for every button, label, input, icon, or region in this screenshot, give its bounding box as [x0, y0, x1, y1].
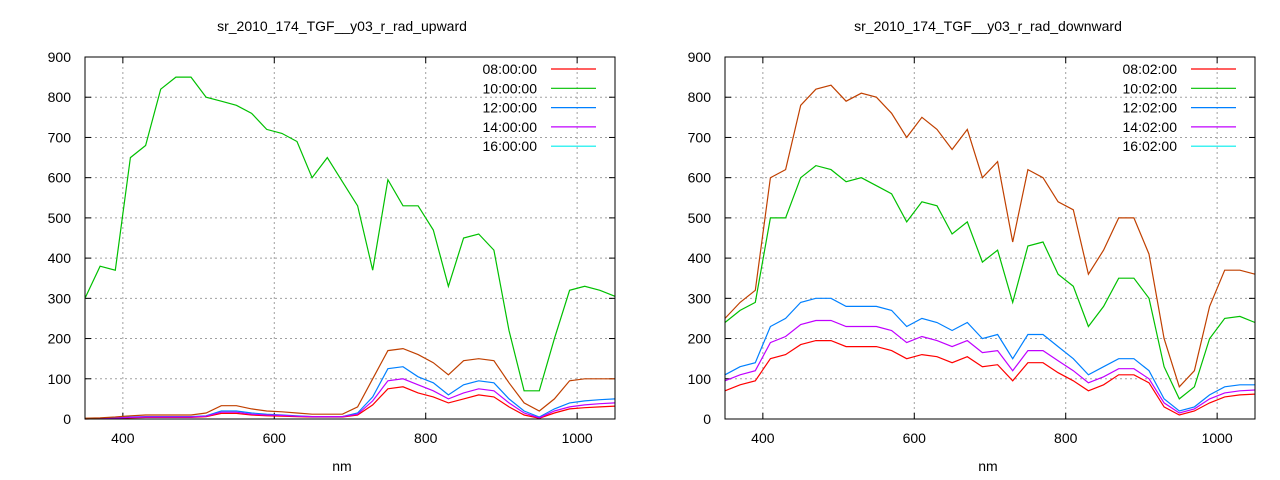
chart-title: sr_2010_174_TGF__y03_r_rad_downward [854, 18, 1122, 34]
y-tick-label: 300 [688, 290, 712, 306]
series-line-08:02:00 [724, 340, 1256, 416]
y-tick-label: 500 [688, 210, 712, 226]
y-tick-label: 100 [48, 371, 72, 387]
series-line-08:00:00 [84, 386, 616, 420]
legend-label: 16:02:00 [1123, 138, 1178, 154]
y-tick-label: 500 [48, 210, 72, 226]
x-tick-label: 400 [111, 430, 135, 446]
y-tick-label: 100 [688, 371, 712, 387]
series-line-10:00:00 [84, 76, 616, 392]
x-tick-label: 800 [1054, 430, 1078, 446]
y-tick-label: 900 [48, 49, 72, 65]
y-tick-label: 200 [48, 331, 72, 347]
y-tick-label: 400 [48, 250, 72, 266]
x-tick-label: 1000 [562, 430, 593, 446]
y-tick-label: 0 [703, 411, 711, 427]
legend-label: 14:02:00 [1123, 119, 1178, 135]
x-tick-label: 1000 [1202, 430, 1233, 446]
legend-label: 12:02:00 [1123, 100, 1178, 116]
plot-frame [84, 56, 616, 420]
x-axis-label: nm [978, 458, 997, 474]
y-tick-label: 600 [48, 170, 72, 186]
y-tick-label: 0 [63, 411, 71, 427]
legend-label: 12:00:00 [483, 100, 538, 116]
y-tick-label: 800 [688, 89, 712, 105]
x-tick-label: 600 [263, 430, 287, 446]
y-tick-label: 200 [688, 331, 712, 347]
legend-label: 10:02:00 [1123, 80, 1178, 96]
y-tick-label: 900 [688, 49, 712, 65]
legend-label: 10:00:00 [483, 80, 538, 96]
y-tick-label: 300 [48, 290, 72, 306]
y-tick-label: 700 [688, 129, 712, 145]
y-tick-label: 400 [688, 250, 712, 266]
x-tick-label: 800 [414, 430, 438, 446]
chart-title: sr_2010_174_TGF__y03_r_rad_upward [217, 18, 467, 34]
legend-label: 08:02:00 [1123, 61, 1178, 77]
plot-frame [724, 56, 1256, 420]
x-tick-label: 400 [751, 430, 775, 446]
y-tick-label: 800 [48, 89, 72, 105]
series-line-16:02:00 [724, 84, 1256, 388]
legend-label: 16:00:00 [483, 138, 538, 154]
y-tick-label: 600 [688, 170, 712, 186]
series-line-14:00:00 [85, 378, 616, 420]
y-tick-label: 700 [48, 129, 72, 145]
series-line-12:02:00 [724, 297, 1255, 412]
legend-label: 08:00:00 [483, 61, 538, 77]
series-line-14:02:00 [724, 319, 1256, 414]
x-axis-label: nm [332, 458, 351, 474]
legend-label: 14:00:00 [483, 119, 538, 135]
x-tick-label: 600 [903, 430, 927, 446]
series-line-10:02:00 [724, 164, 1256, 400]
series-line-16:00:00 [84, 347, 615, 419]
